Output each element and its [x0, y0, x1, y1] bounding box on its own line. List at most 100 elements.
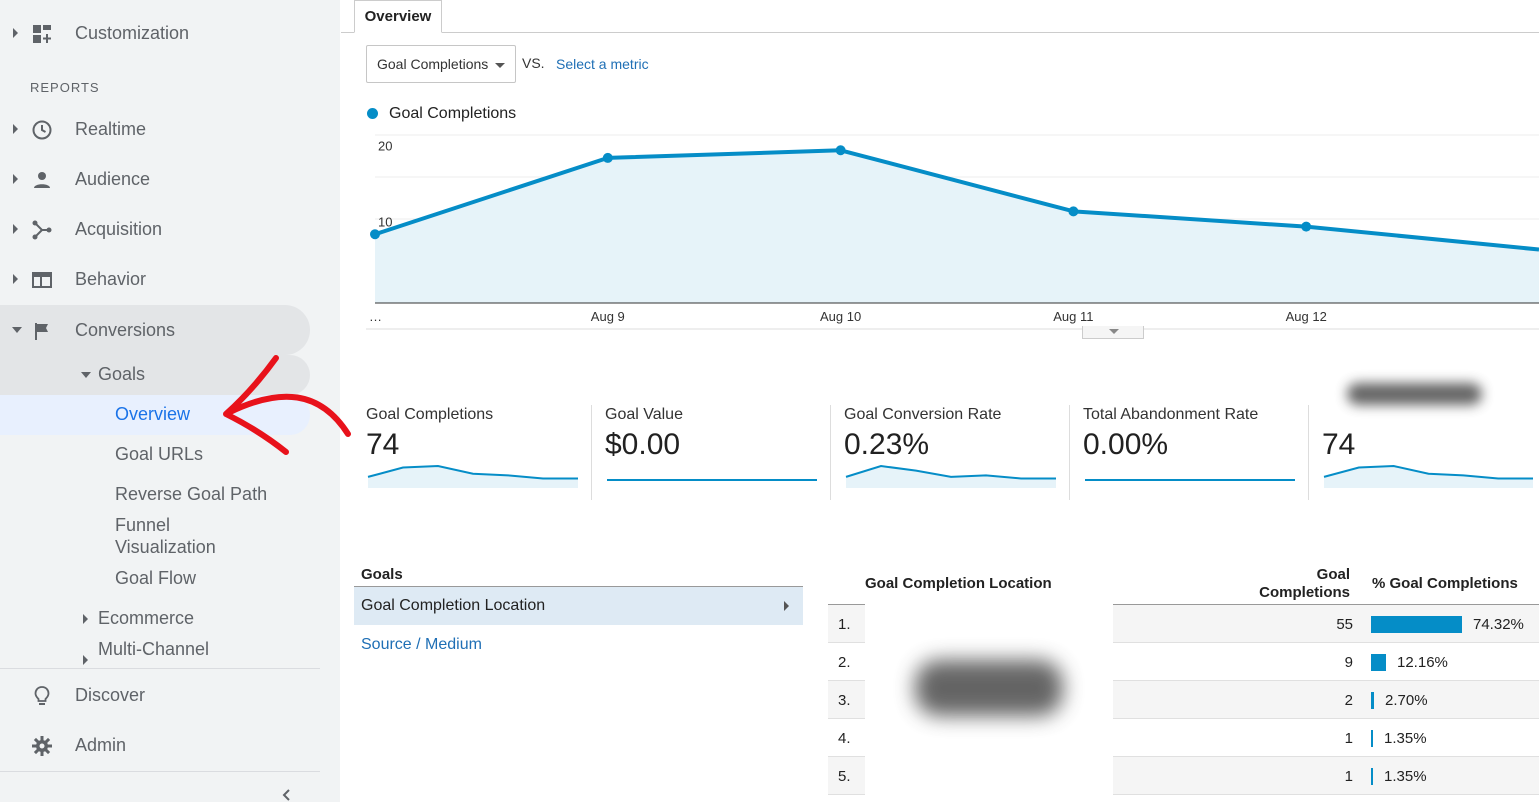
- metric-select-value: Goal Completions: [377, 56, 489, 72]
- row-share-bar: [1371, 616, 1462, 633]
- y-tick-label: 20: [378, 138, 392, 153]
- scorecard-sparkline: [367, 464, 578, 488]
- nav-customization[interactable]: Customization: [0, 13, 320, 53]
- nav-conversions[interactable]: Conversions: [0, 310, 320, 350]
- data-point[interactable]: [835, 145, 846, 156]
- nav-realtime[interactable]: Realtime: [0, 109, 320, 149]
- nav-behavior[interactable]: Behavior: [0, 259, 320, 299]
- column-header-completions-line1[interactable]: Goal: [1316, 566, 1350, 583]
- nav-goal-urls[interactable]: Goal URLs: [115, 444, 204, 464]
- goal-completions-chart[interactable]: 10 20 … Aug 9 Aug 10 Aug 11 Aug 12: [341, 130, 1539, 330]
- nav-reverse-goal-path[interactable]: Reverse Goal Path: [115, 484, 268, 504]
- caret-right-icon: [13, 174, 18, 184]
- series-line: [374, 148, 1539, 252]
- nav-admin[interactable]: Admin: [0, 725, 320, 765]
- nav-admin-label: Admin: [75, 735, 127, 755]
- metric-select[interactable]: Goal Completions: [366, 45, 516, 83]
- scorecard-value: $0.00: [605, 428, 681, 461]
- person-icon: [34, 172, 50, 188]
- nav-goal-flow[interactable]: Goal Flow: [115, 568, 197, 588]
- behavior-icon: [32, 272, 52, 288]
- row-share-bar: [1371, 768, 1373, 785]
- annotation-arrow: [223, 355, 351, 455]
- scorecard-goal-value[interactable]: Goal Value $0.00: [605, 398, 820, 500]
- scorecard-total-abandonment-rate[interactable]: Total Abandonment Rate 0.00%: [1083, 398, 1298, 500]
- row-index: 5.: [838, 768, 851, 785]
- clock-icon: [32, 120, 52, 140]
- nav-ecommerce[interactable]: Ecommerce: [98, 608, 195, 628]
- dimension-goal-completion-location[interactable]: Goal Completion Location: [354, 587, 803, 625]
- scorecard-sparkline: [607, 479, 817, 481]
- gear-icon: [32, 736, 52, 756]
- table-row[interactable]: 4. 1 1.35%: [828, 719, 1539, 757]
- nav-acquisition-label: Acquisition: [75, 219, 163, 239]
- nav-behavior-label: Behavior: [75, 269, 147, 289]
- sparkline-line: [1323, 464, 1533, 480]
- customization-icon: [33, 25, 51, 43]
- column-header-completions-line2[interactable]: Completions: [1259, 584, 1350, 601]
- caret-down-icon: [12, 327, 22, 333]
- legend-label: Goal Completions: [389, 105, 517, 122]
- row-completions: 1: [1344, 768, 1353, 785]
- nav-audience[interactable]: Audience: [0, 159, 320, 199]
- collapse-sidebar-icon[interactable]: [280, 788, 292, 802]
- table-row[interactable]: 2. 9 12.16%: [828, 643, 1539, 681]
- nav-conversions-label: Conversions: [75, 320, 176, 340]
- caret-right-icon: [13, 274, 18, 284]
- scorecard-goal-completions[interactable]: Goal Completions 74: [366, 398, 581, 500]
- tab-strip: [341, 32, 1539, 33]
- select-metric-link[interactable]: Select a metric: [556, 56, 649, 72]
- nav-goals[interactable]: Goals: [98, 364, 146, 384]
- data-point[interactable]: [370, 229, 380, 240]
- chart-collapse-handle[interactable]: [1082, 326, 1144, 339]
- nav-acquisition[interactable]: Acquisition: [0, 209, 320, 249]
- row-index: 3.: [838, 692, 851, 709]
- caret-down-icon: [81, 372, 91, 378]
- x-tick-label: Aug 11: [1053, 309, 1093, 324]
- goals-panel-divider: [354, 586, 803, 587]
- redacted-blur: [915, 660, 1063, 716]
- y-tick-label: 10: [378, 215, 392, 230]
- scorecard-value: 74: [366, 428, 400, 461]
- row-share-bar: [1371, 654, 1386, 671]
- row-index: 4.: [838, 730, 851, 747]
- scorecard-sparkline: [1085, 479, 1295, 481]
- data-point[interactable]: [1301, 221, 1312, 232]
- scorecard-title: Goal Completions: [366, 406, 494, 423]
- goals-panel-heading: Goals: [361, 566, 403, 583]
- column-header-pct[interactable]: % Goal Completions: [1372, 575, 1518, 592]
- data-point[interactable]: [602, 152, 613, 163]
- row-pct: 12.16%: [1397, 654, 1448, 671]
- nav-funnel-visualization-line1[interactable]: Funnel: [115, 515, 171, 535]
- row-pct: 1.35%: [1384, 768, 1427, 785]
- scorecard-value: 0.00%: [1083, 428, 1169, 461]
- scorecard-goal-conversion-rate[interactable]: Goal Conversion Rate 0.23%: [844, 398, 1059, 500]
- x-tick-label: Aug 9: [591, 309, 625, 324]
- row-share-bar: [1371, 692, 1374, 709]
- redacted-label: [1347, 383, 1482, 405]
- row-index: 1.: [838, 616, 851, 633]
- nav-funnel-visualization-line2[interactable]: Visualization: [115, 537, 216, 557]
- sidebar-divider: [0, 668, 320, 669]
- acquisition-icon: [32, 220, 52, 240]
- scorecard-redacted-goal[interactable]: 74: [1322, 398, 1536, 500]
- caret-right-icon: [13, 124, 18, 134]
- nav-multi-channel[interactable]: Multi-Channel: [98, 639, 210, 659]
- data-point[interactable]: [1068, 206, 1079, 217]
- nav-audience-label: Audience: [75, 169, 151, 189]
- reports-section-label: REPORTS: [30, 80, 100, 95]
- row-index: 2.: [838, 654, 851, 671]
- chevron-down-icon: [1109, 329, 1119, 334]
- nav-goals-overview[interactable]: Overview: [115, 404, 191, 424]
- column-header-location[interactable]: Goal Completion Location: [865, 575, 1052, 592]
- nav-discover[interactable]: Discover: [0, 675, 320, 715]
- card-divider: [1308, 405, 1309, 500]
- sidebar-divider: [0, 771, 320, 772]
- vs-label: VS.: [522, 55, 545, 71]
- nav-realtime-label: Realtime: [75, 119, 147, 139]
- row-pct: 74.32%: [1473, 616, 1524, 633]
- dimension-source-medium-link[interactable]: Source / Medium: [361, 636, 482, 653]
- tab-overview[interactable]: Overview: [354, 0, 442, 33]
- flag-icon: [35, 323, 48, 340]
- series-area: [375, 150, 1539, 303]
